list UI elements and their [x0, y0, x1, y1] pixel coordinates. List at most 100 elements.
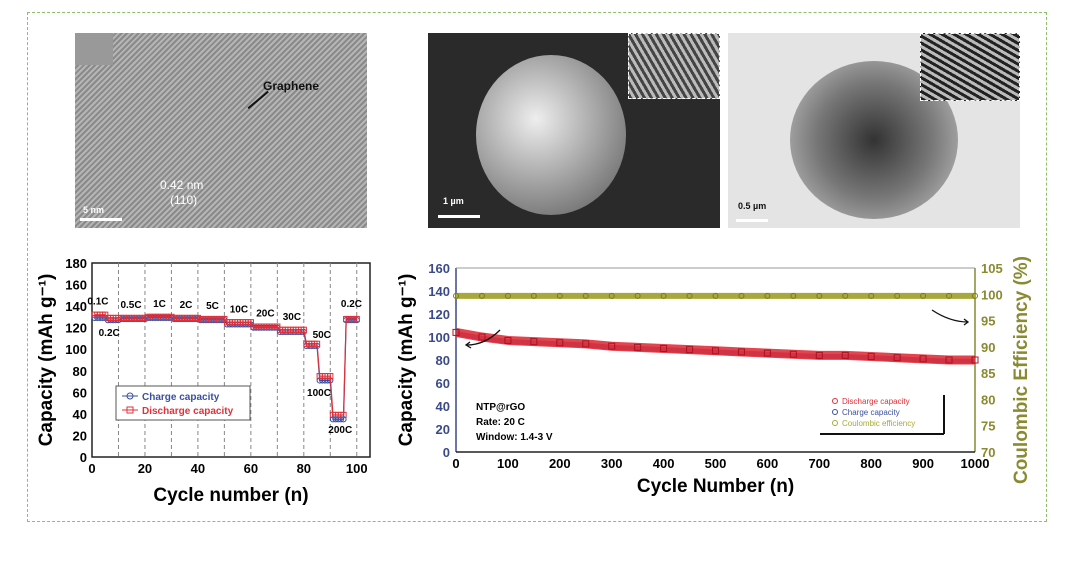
- y-tick-label: 0: [80, 450, 87, 465]
- y2-tick-label: 75: [981, 419, 995, 434]
- y-tick-label: 100: [65, 342, 87, 357]
- x-tick-label: 1000: [961, 456, 990, 471]
- x-tick-label: 300: [601, 456, 623, 471]
- ce-point: [530, 292, 537, 299]
- ce-point: [453, 292, 459, 299]
- discharge-point: [530, 338, 538, 346]
- x-tick-label: 100: [497, 456, 519, 471]
- arrow-head: [464, 341, 472, 349]
- legend-box: [115, 385, 251, 421]
- scale-label: 0.5 µm: [738, 201, 767, 211]
- ce-point: [712, 292, 719, 299]
- discharge-point: [867, 353, 875, 361]
- annotation-text: NTP@rGO: [476, 402, 525, 413]
- rate-label: 10C: [230, 304, 248, 315]
- y-tick-label: 160: [65, 278, 87, 293]
- ce-point: [660, 292, 667, 299]
- ce-point: [894, 292, 901, 299]
- x-tick-label: 800: [860, 456, 882, 471]
- ce-point: [556, 292, 563, 299]
- y2-axis-title: Coulombic Efficiency (%): [1011, 256, 1032, 484]
- y2-tick-label: 90: [981, 340, 995, 355]
- discharge-point: [763, 349, 771, 357]
- discharge-point: [327, 373, 334, 380]
- y-axis-title: Capacity (mAh g⁻¹): [36, 274, 57, 447]
- hrtem-image: Graphene 0.42 nm (110) 5 nm: [75, 33, 367, 228]
- x-tick-label: 100: [346, 461, 368, 476]
- ce-point: [816, 292, 823, 299]
- rate-label: 20C: [256, 309, 274, 320]
- ce-point: [764, 292, 771, 299]
- figure-frame: [27, 12, 1047, 522]
- scale-bar: [736, 219, 768, 222]
- discharge-point: [971, 356, 979, 364]
- discharge-series-band: [455, 327, 975, 365]
- legend-icon: [832, 420, 838, 426]
- y-tick-label: 40: [73, 407, 87, 422]
- discharge-point: [313, 340, 321, 347]
- discharge-point: [686, 346, 694, 354]
- legend-label: Charge capacity: [842, 408, 900, 417]
- ce-point: [608, 292, 615, 299]
- discharge-point: [556, 339, 564, 347]
- ce-point: [920, 292, 927, 299]
- ce-point: [738, 292, 745, 299]
- rate-label: 0.2C: [341, 299, 362, 310]
- x-tick-label: 600: [757, 456, 779, 471]
- legend-icon: [832, 398, 838, 404]
- x-tick-label: 60: [244, 461, 258, 476]
- y-tick-label: 140: [428, 284, 450, 299]
- ce-point: [842, 292, 849, 299]
- discharge-point: [893, 354, 901, 362]
- rate-label: 2C: [180, 300, 193, 311]
- legend-label: Discharge capacity: [842, 397, 910, 406]
- rate-label: 50C: [313, 330, 331, 341]
- discharge-point: [478, 333, 486, 341]
- x-tick-label: 500: [705, 456, 727, 471]
- ce-point: [972, 292, 978, 299]
- ce-point: [634, 292, 641, 299]
- scale-label: 5 nm: [83, 205, 105, 215]
- lattice-plane-label: (110): [170, 193, 198, 207]
- rate-label: 100C: [307, 388, 331, 399]
- discharge-point: [712, 347, 719, 355]
- y-tick-label: 120: [65, 321, 87, 336]
- rate-label: 0.1C: [87, 297, 108, 308]
- scale-bar: [438, 215, 480, 218]
- x-axis-title: Cycle number (n): [153, 485, 308, 506]
- y-tick-label: 180: [65, 256, 87, 271]
- y-axis-title: Capacity (mAh g⁻¹): [396, 274, 417, 447]
- ce-point: [790, 292, 797, 299]
- scale-bar: [80, 218, 122, 221]
- ce-point: [868, 292, 875, 299]
- discharge-series-line: [94, 314, 357, 416]
- y-tick-label: 20: [436, 422, 450, 437]
- ce-point: [478, 292, 485, 299]
- discharge-point: [841, 351, 849, 359]
- annotation-text: Window: 1.4-3 V: [476, 432, 553, 443]
- lattice-spacing-label: 0.42 nm: [160, 178, 204, 192]
- y-tick-label: 0: [443, 445, 450, 460]
- rate-label: 200C: [328, 425, 352, 436]
- x-tick-label: 0: [452, 456, 459, 471]
- x-tick-label: 400: [653, 456, 675, 471]
- y-tick-label: 20: [73, 428, 87, 443]
- ce-point: [946, 292, 953, 299]
- x-tick-label: 20: [138, 461, 152, 476]
- ce-point: [582, 292, 589, 299]
- tem-image: 0.5 µm: [728, 33, 1020, 228]
- rate-label: 1C: [153, 299, 166, 310]
- y-tick-label: 80: [436, 353, 450, 368]
- y-tick-label: 80: [73, 364, 87, 379]
- arrow-right-icon: [931, 309, 969, 323]
- y2-tick-label: 85: [981, 366, 995, 381]
- discharge-point: [340, 411, 347, 419]
- rate-label: 0.2C: [99, 328, 120, 339]
- discharge-point: [608, 342, 616, 350]
- plot-frame: [91, 262, 371, 458]
- discharge-point: [353, 315, 360, 323]
- rate-label: 30C: [283, 312, 301, 323]
- discharge-point: [737, 348, 745, 356]
- discharge-point: [945, 356, 953, 364]
- legend-icon: [832, 409, 838, 415]
